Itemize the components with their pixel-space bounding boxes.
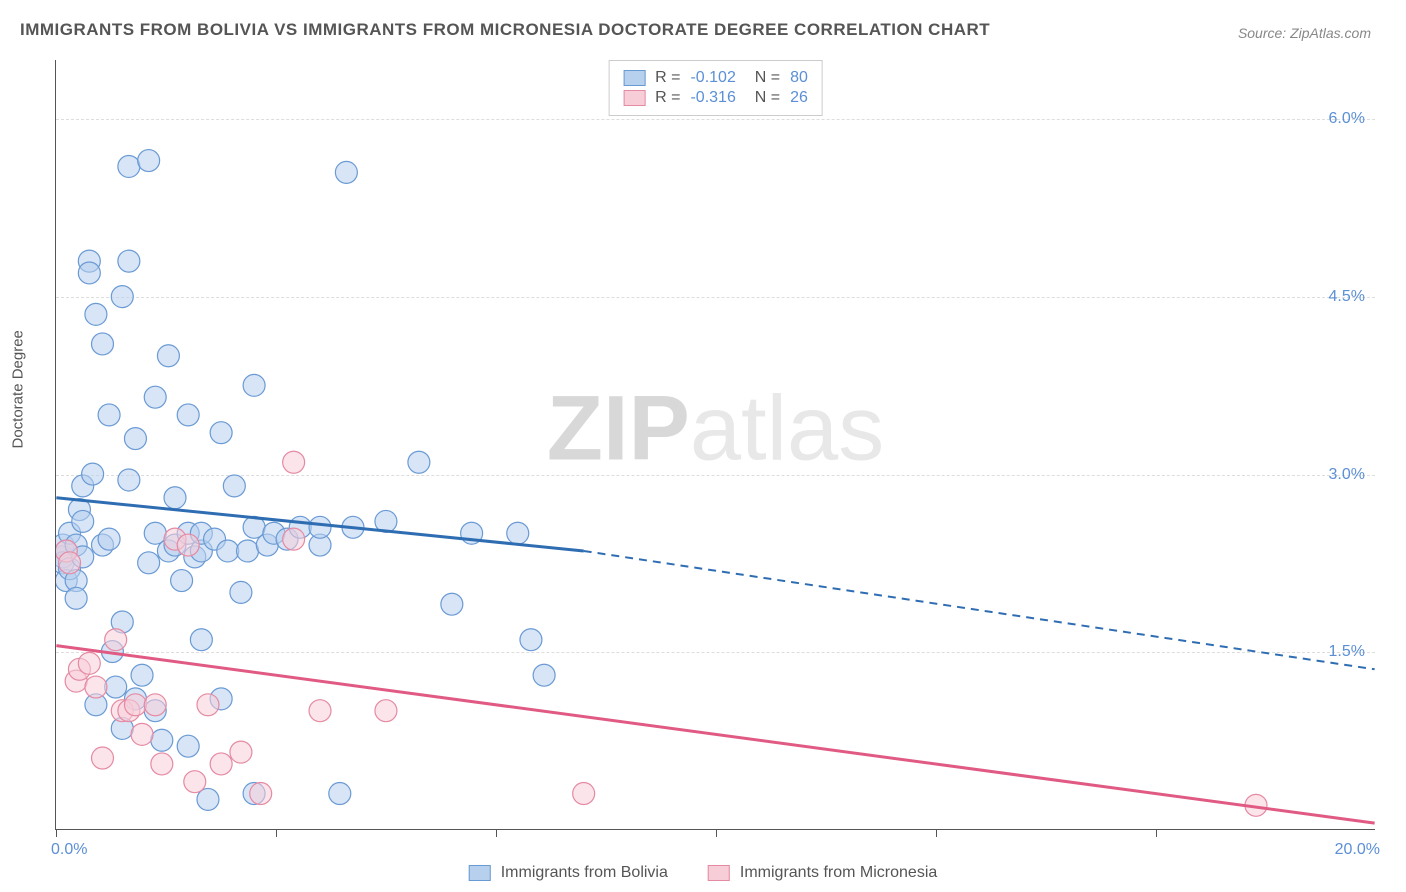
scatter-svg	[56, 60, 1375, 829]
stats-row-micronesia: R = -0.316 N = 26	[623, 89, 808, 107]
data-point	[65, 587, 87, 609]
data-point	[184, 771, 206, 793]
trend-line-extrapolated	[584, 551, 1375, 669]
data-point	[283, 528, 305, 550]
data-point	[164, 487, 186, 509]
data-point	[124, 428, 146, 450]
data-point	[85, 303, 107, 325]
data-point	[210, 422, 232, 444]
data-point	[151, 753, 173, 775]
x-axis-min: 0.0%	[51, 841, 87, 859]
data-point	[250, 783, 272, 805]
x-tick	[716, 829, 717, 837]
data-point	[144, 386, 166, 408]
data-point	[131, 723, 153, 745]
legend-label-bolivia: Immigrants from Bolivia	[501, 864, 668, 882]
series-legend: Immigrants from Bolivia Immigrants from …	[469, 864, 938, 882]
data-point	[507, 522, 529, 544]
x-tick	[56, 829, 57, 837]
legend-swatch-micronesia	[708, 865, 730, 881]
x-tick	[496, 829, 497, 837]
data-point	[217, 540, 239, 562]
data-point	[59, 552, 81, 574]
data-point	[573, 783, 595, 805]
data-point	[329, 783, 351, 805]
data-point	[520, 629, 542, 651]
data-point	[105, 629, 127, 651]
x-axis-max: 20.0%	[1335, 841, 1380, 859]
data-point	[78, 652, 100, 674]
x-tick	[1156, 829, 1157, 837]
source-label: Source: ZipAtlas.com	[1238, 25, 1371, 41]
data-point	[309, 516, 331, 538]
legend-item-micronesia: Immigrants from Micronesia	[708, 864, 937, 882]
data-point	[82, 463, 104, 485]
data-point	[85, 676, 107, 698]
data-point	[408, 451, 430, 473]
x-tick	[936, 829, 937, 837]
stats-legend: R = -0.102 N = 80 R = -0.316 N = 26	[608, 60, 823, 116]
data-point	[210, 753, 232, 775]
data-point	[171, 570, 193, 592]
swatch-bolivia	[623, 70, 645, 86]
data-point	[105, 676, 127, 698]
data-point	[124, 694, 146, 716]
data-point	[441, 593, 463, 615]
data-point	[177, 534, 199, 556]
data-point	[118, 250, 140, 272]
data-point	[144, 694, 166, 716]
chart-plot-area: ZIPatlas R = -0.102 N = 80 R = -0.316 N …	[55, 60, 1375, 830]
data-point	[98, 528, 120, 550]
legend-item-bolivia: Immigrants from Bolivia	[469, 864, 668, 882]
y-axis-label: Doctorate Degree	[10, 330, 27, 448]
legend-swatch-bolivia	[469, 865, 491, 881]
data-point	[533, 664, 555, 686]
data-point	[92, 747, 114, 769]
data-point	[72, 510, 94, 532]
data-point	[138, 552, 160, 574]
x-tick	[276, 829, 277, 837]
data-point	[230, 581, 252, 603]
stats-row-bolivia: R = -0.102 N = 80	[623, 69, 808, 87]
data-point	[118, 469, 140, 491]
data-point	[243, 374, 265, 396]
data-point	[138, 150, 160, 172]
data-point	[223, 475, 245, 497]
data-point	[131, 664, 153, 686]
data-point	[375, 700, 397, 722]
data-point	[283, 451, 305, 473]
legend-label-micronesia: Immigrants from Micronesia	[740, 864, 937, 882]
data-point	[78, 262, 100, 284]
data-point	[111, 286, 133, 308]
data-point	[309, 700, 331, 722]
data-point	[118, 155, 140, 177]
chart-title: IMMIGRANTS FROM BOLIVIA VS IMMIGRANTS FR…	[20, 20, 990, 40]
data-point	[92, 333, 114, 355]
swatch-micronesia	[623, 90, 645, 106]
data-point	[237, 540, 259, 562]
data-point	[98, 404, 120, 426]
data-point	[335, 161, 357, 183]
data-point	[197, 694, 219, 716]
data-point	[177, 404, 199, 426]
data-point	[190, 629, 212, 651]
data-point	[151, 729, 173, 751]
data-point	[157, 345, 179, 367]
data-point	[177, 735, 199, 757]
data-point	[230, 741, 252, 763]
